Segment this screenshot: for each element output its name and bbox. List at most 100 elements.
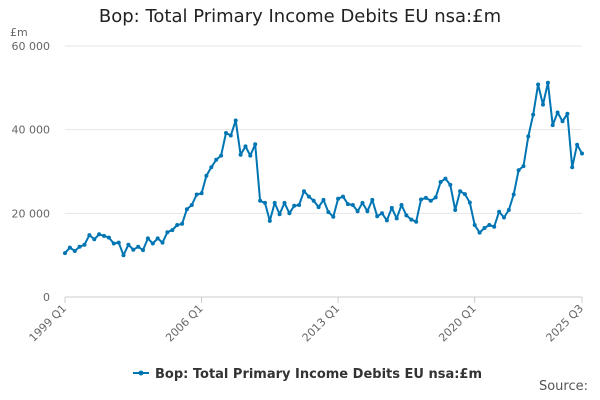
data-point — [194, 192, 199, 197]
data-point — [209, 165, 214, 170]
x-tick-label: 2013 Q1 — [300, 302, 343, 345]
data-point — [541, 102, 545, 107]
data-point — [448, 182, 453, 187]
data-point — [175, 223, 180, 227]
data-point — [575, 142, 580, 147]
y-tick-label: 40 000 — [12, 124, 51, 137]
data-point — [526, 134, 531, 139]
data-point — [165, 230, 170, 235]
data-point — [453, 208, 458, 212]
legend-label: Bop: Total Primary Income Debits EU nsa:… — [155, 367, 482, 382]
data-point — [423, 195, 428, 200]
data-point — [516, 168, 521, 173]
data-point — [106, 235, 111, 240]
data-point — [170, 228, 175, 233]
data-point — [233, 118, 238, 123]
data-point — [248, 153, 253, 158]
data-point — [414, 219, 419, 224]
data-point — [399, 203, 404, 207]
y-tick-label: 20 000 — [12, 207, 51, 220]
data-point — [87, 233, 92, 238]
data-point — [311, 198, 316, 203]
data-point — [72, 249, 77, 253]
data-point — [219, 153, 224, 158]
data-point — [102, 233, 106, 238]
data-point — [302, 189, 306, 194]
data-point — [360, 200, 365, 205]
data-point — [321, 197, 326, 202]
data-point — [370, 197, 375, 202]
data-point — [555, 110, 560, 115]
data-point — [63, 251, 67, 256]
data-point — [355, 209, 360, 214]
data-point — [409, 217, 414, 222]
data-point — [404, 213, 409, 218]
data-point — [472, 223, 477, 227]
data-point — [228, 133, 233, 138]
data-point — [224, 131, 228, 135]
data-point — [331, 214, 336, 219]
data-point — [560, 119, 565, 124]
data-point — [111, 241, 116, 246]
data-point — [580, 151, 584, 156]
data-point — [77, 244, 82, 249]
data-point — [189, 203, 194, 207]
data-point — [131, 247, 136, 252]
data-point — [326, 210, 331, 215]
data-point — [506, 208, 511, 212]
x-tick-label: 1999 Q1 — [27, 302, 70, 345]
data-point — [277, 212, 282, 217]
data-point — [253, 142, 258, 147]
data-point — [350, 203, 355, 207]
x-tick-label: 2025 Q3 — [544, 302, 587, 345]
data-point — [336, 196, 341, 201]
data-point — [438, 180, 443, 184]
data-point — [550, 123, 555, 128]
series-line — [64, 81, 583, 257]
x-tick-label: 2006 Q1 — [163, 302, 206, 345]
data-point — [443, 176, 448, 181]
data-point — [545, 80, 550, 85]
chart-title: Bop: Total Primary Income Debits EU nsa:… — [98, 6, 502, 27]
data-point — [145, 236, 150, 241]
data-point — [521, 164, 526, 169]
data-point — [389, 205, 394, 210]
data-point — [155, 236, 160, 241]
data-point — [243, 144, 248, 149]
data-point — [497, 209, 502, 214]
data-point — [384, 218, 389, 223]
data-point — [306, 194, 311, 199]
data-point — [180, 221, 185, 226]
data-point — [199, 191, 204, 196]
data-point — [419, 197, 423, 202]
data-point — [272, 200, 277, 205]
data-point — [238, 152, 243, 157]
y-axis-unit-label: £m — [10, 26, 28, 39]
data-point — [267, 218, 272, 223]
data-point — [214, 157, 219, 162]
data-point — [341, 194, 345, 199]
data-point — [282, 200, 287, 205]
data-point — [428, 198, 433, 203]
source-label: Source: — [538, 379, 588, 394]
data-point — [467, 200, 472, 205]
data-point — [477, 230, 482, 235]
data-point — [565, 111, 570, 116]
data-point — [258, 198, 263, 203]
data-point — [263, 200, 267, 205]
data-point — [92, 237, 97, 242]
data-point — [365, 209, 370, 214]
data-point — [433, 195, 438, 200]
data-point — [160, 240, 165, 245]
data-point — [394, 216, 399, 221]
legend-marker — [138, 370, 144, 376]
data-point — [141, 248, 145, 253]
data-point — [136, 244, 141, 249]
data-point — [150, 241, 155, 246]
data-point — [345, 202, 350, 207]
data-point — [67, 245, 72, 250]
data-point — [121, 253, 126, 258]
data-point — [375, 214, 380, 219]
data-point — [126, 242, 131, 247]
